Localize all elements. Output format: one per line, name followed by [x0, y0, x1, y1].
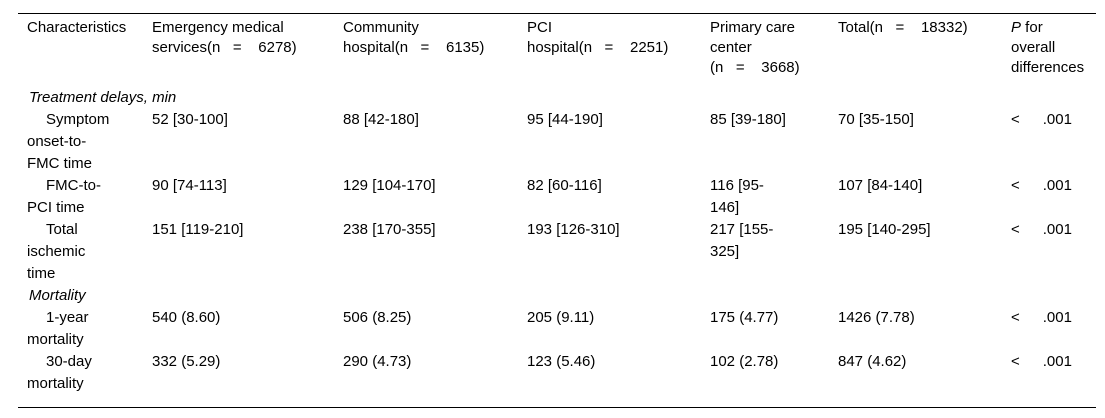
cell-ems: 540 (8.60)	[152, 309, 221, 326]
p-less-than: <	[1011, 353, 1020, 370]
p-less-than: <	[1011, 111, 1020, 128]
p-number: .001	[1042, 111, 1072, 128]
col-header-total: Total(n = 18332)	[838, 19, 968, 36]
table-row-fmc-to-pci: FMC-to- PCI time 90 [74-113] 129 [104-17…	[18, 175, 1096, 219]
row-label: FMC-to- PCI time	[27, 177, 101, 216]
section-title: Mortality	[29, 287, 86, 304]
cell-total: 1426 (7.78)	[838, 309, 915, 326]
cell-p-value: < .001	[1011, 219, 1096, 285]
cell-p-value: < .001	[1011, 175, 1096, 219]
table-row-30-day-mortality: 30-day mortality 332 (5.29) 290 (4.73) 1…	[18, 351, 1096, 395]
cell-pci: 123 (5.46)	[527, 353, 596, 370]
col-header-primary-care-center: Primary care center (n = 3668)	[710, 19, 800, 76]
row-label: Total ischemic time	[27, 221, 86, 282]
p-header-rest: for overall differences	[1011, 19, 1085, 76]
col-header-emergency-medical-services: Emergency medical services(n = 6278)	[152, 19, 297, 56]
cell-ems: 52 [30-100]	[152, 111, 228, 128]
col-header-p-value: P for overall differences	[1011, 18, 1096, 78]
cell-primary-care: 175 (4.77)	[710, 309, 779, 326]
cell-pci: 82 [60-116]	[527, 177, 602, 194]
col-header-characteristics: Characteristics	[27, 19, 127, 36]
cell-p-value: < .001	[1011, 109, 1096, 175]
cell-primary-care: 85 [39-180]	[710, 111, 786, 128]
row-label: Symptom onset-to- FMC time	[27, 111, 110, 172]
p-number: .001	[1042, 309, 1072, 326]
cell-total: 195 [140-295]	[838, 221, 931, 238]
cell-p-value: < .001	[1011, 307, 1096, 351]
p-header-italic: P	[1011, 19, 1022, 36]
row-label: 1-year mortality	[27, 309, 89, 348]
cell-p-value: < .001	[1011, 351, 1096, 395]
cell-primary-care: 102 (2.78)	[710, 353, 779, 370]
p-less-than: <	[1011, 177, 1020, 194]
cell-primary-care: 116 [95- 146]	[710, 177, 764, 216]
cell-ems: 151 [119-210]	[152, 221, 244, 238]
cell-community: 88 [42-180]	[343, 111, 419, 128]
p-number: .001	[1042, 353, 1072, 370]
cell-ems: 90 [74-113]	[152, 177, 227, 194]
col-header-pci-hospital: PCI hospital(n = 2251)	[527, 19, 669, 56]
cell-primary-care: 217 [155- 325]	[710, 221, 774, 260]
cell-pci: 205 (9.11)	[527, 309, 595, 326]
section-title: Treatment delays, min	[29, 89, 177, 106]
table-header-row: Characteristics Emergency medical servic…	[18, 18, 1096, 78]
cell-community: 290 (4.73)	[343, 353, 412, 370]
cell-community: 238 [170-355]	[343, 221, 436, 238]
table-row-total-ischemic: Total ischemic time 151 [119-210] 238 [1…	[18, 219, 1096, 285]
table-row-1-year-mortality: 1-year mortality 540 (8.60) 506 (8.25) 2…	[18, 307, 1096, 351]
section-row-treatment-delays: Treatment delays, min	[18, 87, 1096, 109]
p-number: .001	[1042, 177, 1072, 194]
cell-total: 847 (4.62)	[838, 353, 907, 370]
col-header-community-hospital: Community hospital(n = 6135)	[343, 19, 485, 56]
p-number: .001	[1042, 221, 1072, 238]
cell-total: 107 [84-140]	[838, 177, 923, 194]
cell-pci: 95 [44-190]	[527, 111, 603, 128]
p-less-than: <	[1011, 309, 1020, 326]
row-label: 30-day mortality	[27, 353, 92, 392]
cell-pci: 193 [126-310]	[527, 221, 620, 238]
cell-community: 506 (8.25)	[343, 309, 412, 326]
section-row-mortality: Mortality	[18, 285, 1096, 307]
p-less-than: <	[1011, 221, 1020, 238]
cell-total: 70 [35-150]	[838, 111, 914, 128]
table-row-symptom-onset: Symptom onset-to- FMC time 52 [30-100] 8…	[18, 109, 1096, 175]
cell-community: 129 [104-170]	[343, 177, 436, 194]
characteristics-table: Characteristics Emergency medical servic…	[18, 13, 1096, 408]
cell-ems: 332 (5.29)	[152, 353, 221, 370]
